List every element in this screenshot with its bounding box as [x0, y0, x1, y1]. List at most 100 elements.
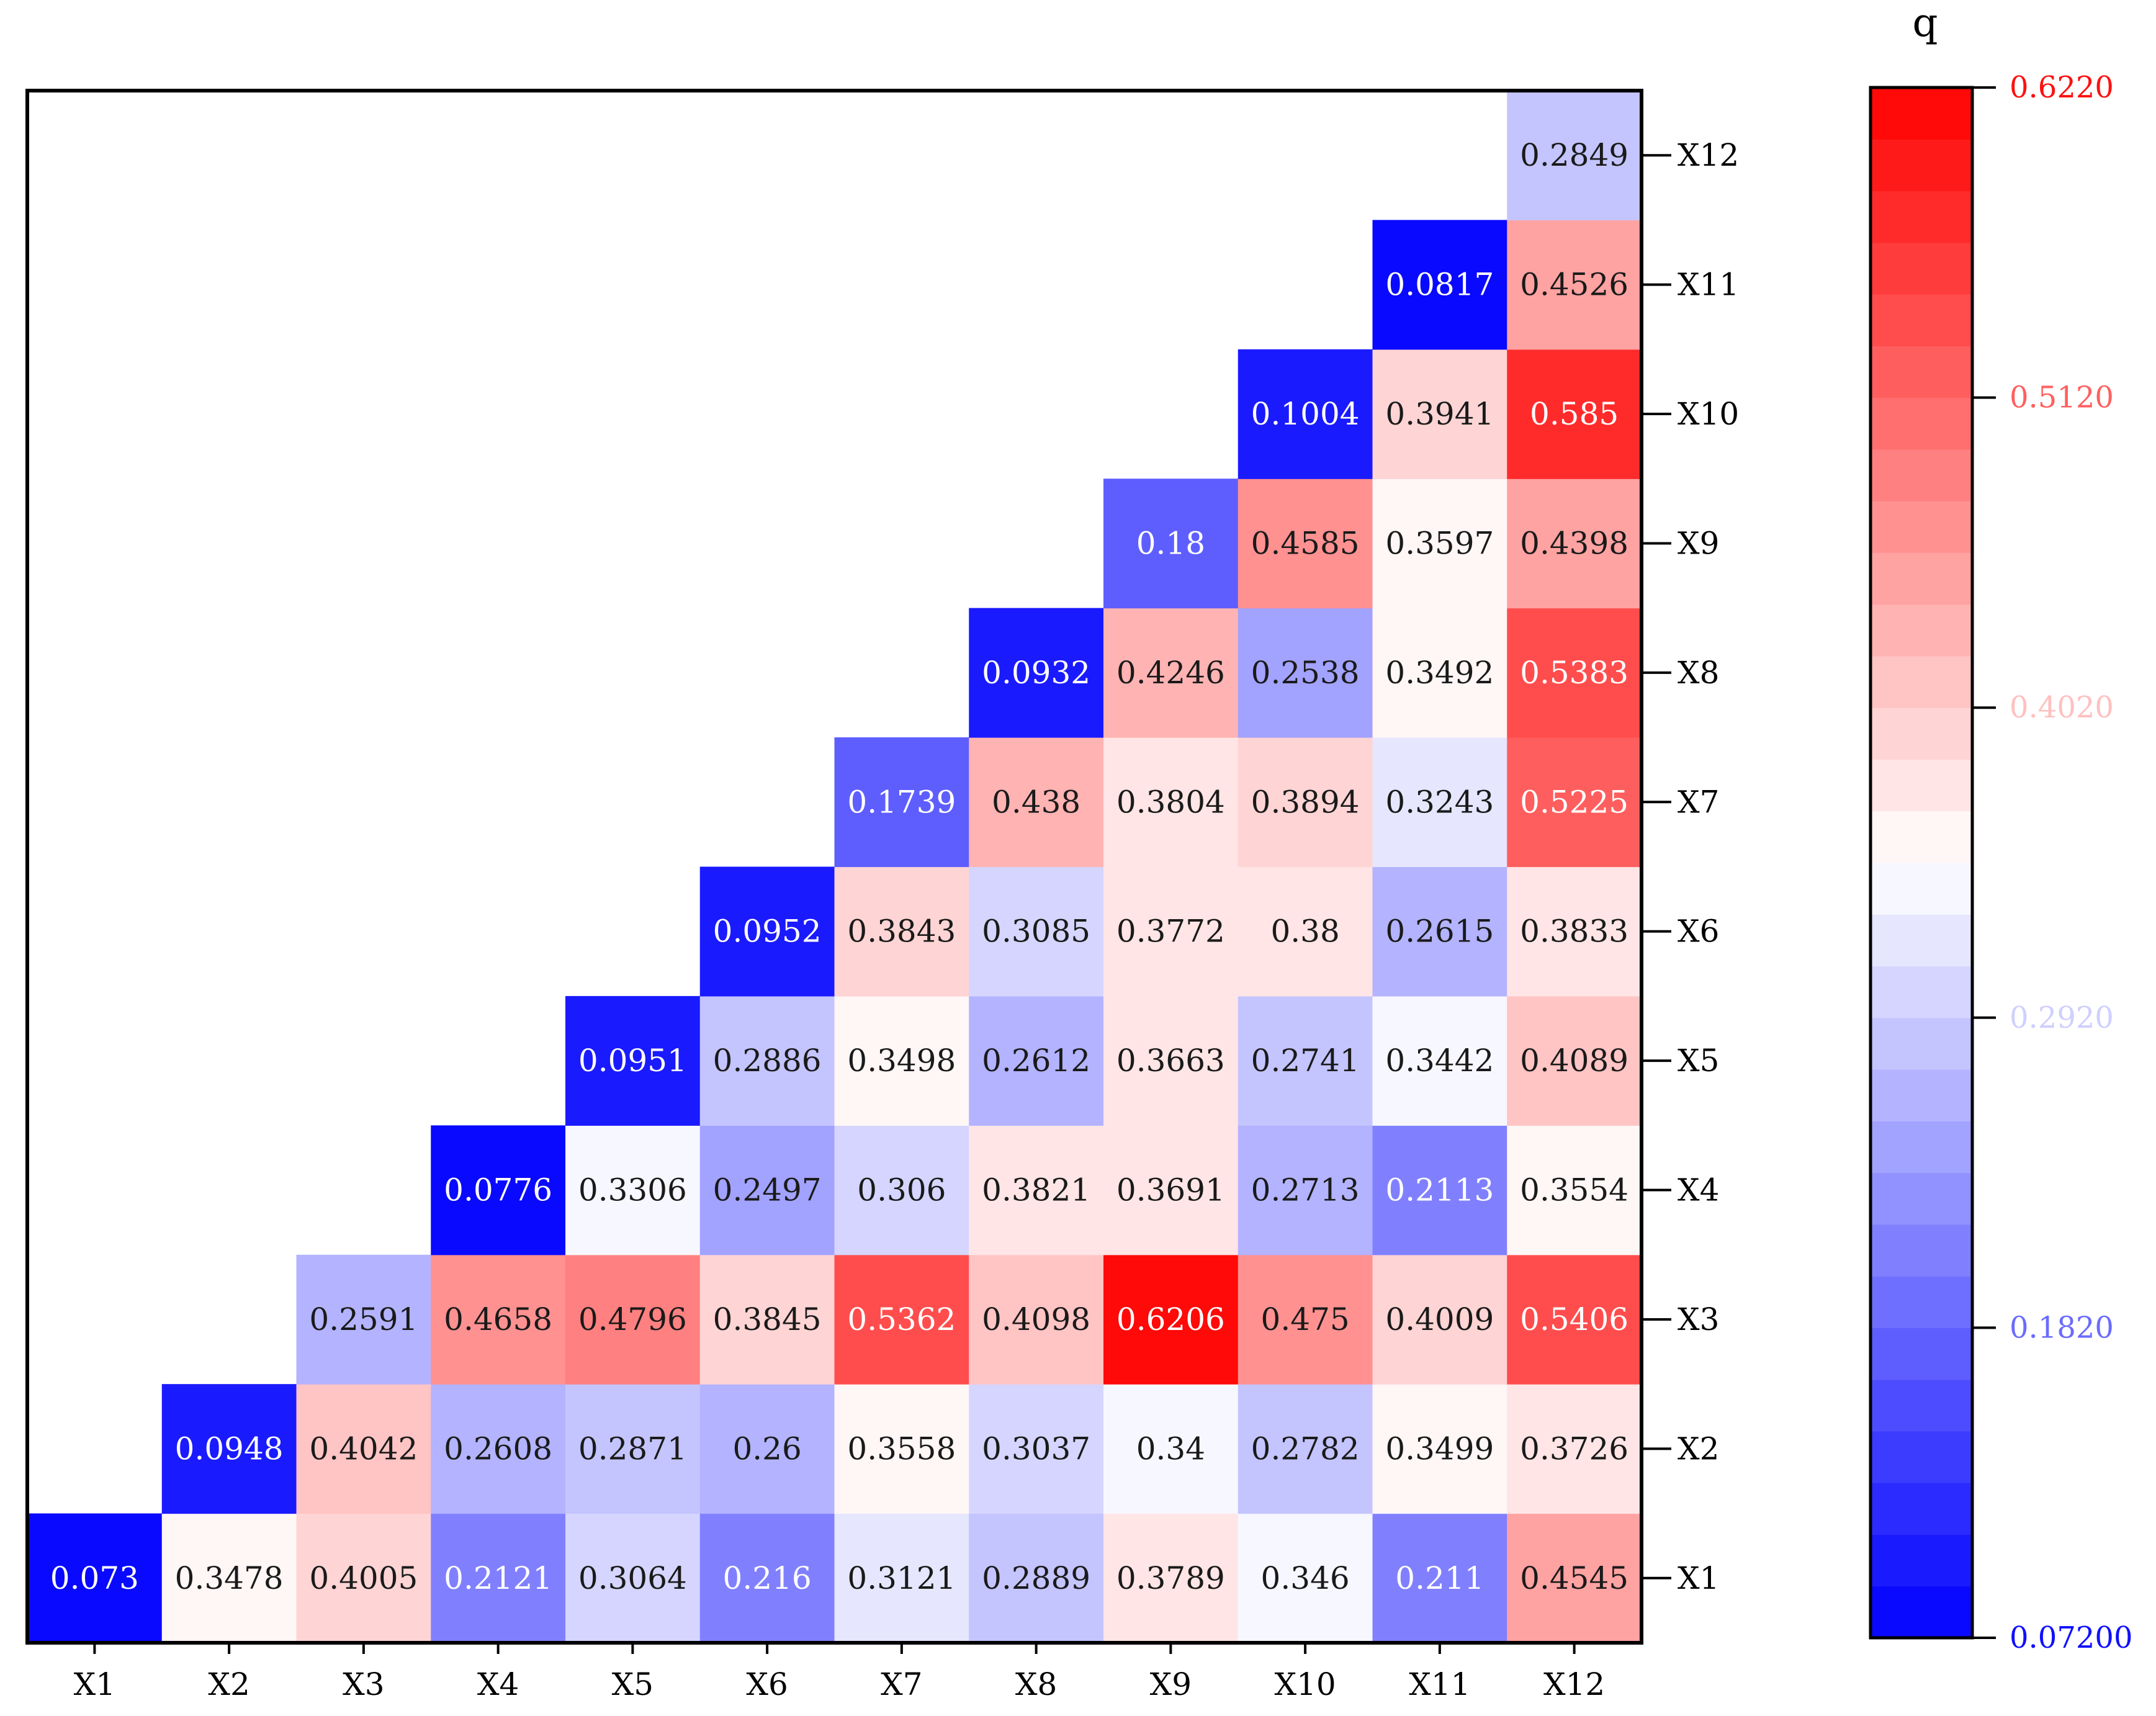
y-tick-label: X5 [1678, 1043, 1719, 1079]
cell-value-label: 0.585 [1530, 396, 1619, 432]
x-tick-label: X5 [612, 1666, 654, 1702]
cell-value-label: 0.438 [992, 784, 1080, 820]
cell-value-label: 0.4545 [1520, 1560, 1628, 1596]
heatmap-cell [1103, 1254, 1239, 1385]
heatmap-cell [969, 1254, 1104, 1385]
cell-value-label: 0.38 [1270, 914, 1339, 950]
heatmap-cell [834, 995, 969, 1126]
x-tick-label: X9 [1150, 1666, 1192, 1702]
heatmap-cell [565, 1513, 701, 1643]
cell-value-label: 0.346 [1261, 1560, 1350, 1596]
colorbar-band [1871, 914, 1972, 967]
heatmap-cell [699, 995, 835, 1126]
cell-value-label: 0.2741 [1251, 1043, 1360, 1079]
cell-value-label: 0.2497 [713, 1172, 822, 1208]
heatmap-cell [969, 737, 1104, 868]
heatmap-cell [296, 1513, 431, 1643]
cell-value-label: 0.2608 [444, 1431, 552, 1467]
heatmap-cell [1372, 866, 1507, 997]
cell-value-label: 0.2615 [1385, 914, 1494, 950]
colorbar-band [1871, 191, 1972, 243]
y-tick-label: X1 [1678, 1560, 1719, 1596]
cell-value-label: 0.4246 [1116, 655, 1225, 691]
heatmap-cell [969, 995, 1104, 1126]
cell-value-label: 0.5225 [1520, 784, 1628, 820]
x-tick-label: X8 [1015, 1666, 1057, 1702]
heatmap-cell [1237, 1384, 1373, 1514]
heatmap-cell [1507, 1384, 1642, 1514]
cell-value-label: 0.1739 [847, 784, 956, 820]
heatmap-cell [834, 737, 969, 868]
heatmap-cell [699, 1125, 835, 1256]
heatmap-cell [1507, 349, 1642, 479]
heatmap-cell [161, 1384, 297, 1514]
colorbar-band [1871, 1534, 1972, 1587]
x-tick-label: X2 [208, 1666, 249, 1702]
colorbar-band [1871, 811, 1972, 863]
heatmap-cell [1103, 995, 1239, 1126]
heatmap-cell [565, 1125, 701, 1256]
cell-value-label: 0.3691 [1116, 1172, 1225, 1208]
colorbar: 0.07200 0.1820 0.2920 0.4020 0.5120 0.6220 q [1869, 0, 2133, 1655]
cell-value-label: 0.3243 [1385, 784, 1494, 820]
heatmap-cell [1237, 995, 1373, 1126]
heatmap-cell [969, 1384, 1104, 1514]
cell-value-label: 0.3558 [847, 1431, 956, 1467]
heatmap-cell [1372, 478, 1507, 609]
heatmap-cell [296, 1384, 431, 1514]
heatmap-cell [1372, 995, 1507, 1126]
colorbar-band [1871, 501, 1972, 553]
heatmap-cell [1103, 1513, 1239, 1643]
cell-value-label: 0.3121 [847, 1560, 956, 1596]
x-tick-label: X3 [343, 1666, 384, 1702]
colorbar-title: q [1913, 0, 1938, 46]
cell-value-label: 0.5362 [847, 1301, 956, 1337]
cell-value-label: 0.306 [857, 1172, 946, 1208]
cell-value-label: 0.3499 [1385, 1431, 1494, 1467]
cell-value-label: 0.3442 [1385, 1043, 1494, 1079]
colorbar-band [1871, 346, 1972, 398]
cell-value-label: 0.2713 [1251, 1172, 1360, 1208]
cell-value-label: 0.2782 [1251, 1431, 1360, 1467]
y-tick-label: X11 [1678, 267, 1739, 303]
cell-value-label: 0.3941 [1385, 396, 1494, 432]
cell-value-label: 0.34 [1136, 1431, 1205, 1467]
x-tick-label: X12 [1543, 1666, 1605, 1702]
colorbar-band [1871, 449, 1972, 501]
cell-value-label: 0.4089 [1520, 1043, 1628, 1079]
colorbar-band [1871, 1483, 1972, 1535]
cell-value-label: 0.3037 [982, 1431, 1090, 1467]
heatmap-cell [565, 1384, 701, 1514]
cell-value-label: 0.4398 [1520, 525, 1628, 561]
colorbar-frame [1869, 86, 1974, 1640]
y-tick-label: X7 [1678, 784, 1719, 820]
cell-value-label: 0.2871 [578, 1431, 687, 1467]
heatmap-cell [565, 1254, 701, 1385]
cell-value-label: 0.3085 [982, 914, 1090, 950]
cell-value-label: 0.5406 [1520, 1301, 1628, 1337]
cell-value-label: 0.3064 [578, 1560, 687, 1596]
heatmap-cell [834, 1254, 969, 1385]
colorbar-tick-label: 0.07200 [2010, 1620, 2133, 1655]
heatmap-cell [1372, 1125, 1507, 1256]
cell-value-label: 0.2849 [1520, 137, 1628, 173]
heatmap-cell [969, 866, 1104, 997]
colorbar-band [1871, 1017, 1972, 1070]
heatmap-cell [834, 866, 969, 997]
heatmap-cell [296, 1254, 431, 1385]
x-tick-label: X11 [1409, 1666, 1470, 1702]
colorbar-band [1871, 1431, 1972, 1483]
colorbar-band [1871, 1069, 1972, 1121]
x-tick-label: X6 [746, 1666, 788, 1702]
cell-value-label: 0.4042 [309, 1431, 418, 1467]
cell-value-label: 0.0951 [578, 1043, 687, 1079]
cell-value-label: 0.4585 [1251, 525, 1360, 561]
cell-value-label: 0.18 [1136, 525, 1205, 561]
plot-frame [25, 89, 1643, 1645]
heatmap-cell [1507, 866, 1642, 997]
heatmap-cell [834, 1513, 969, 1643]
colorbar-band [1871, 552, 1972, 605]
colorbar-tick-label: 0.6220 [2010, 70, 2114, 105]
cell-value-label: 0.3492 [1385, 655, 1494, 691]
